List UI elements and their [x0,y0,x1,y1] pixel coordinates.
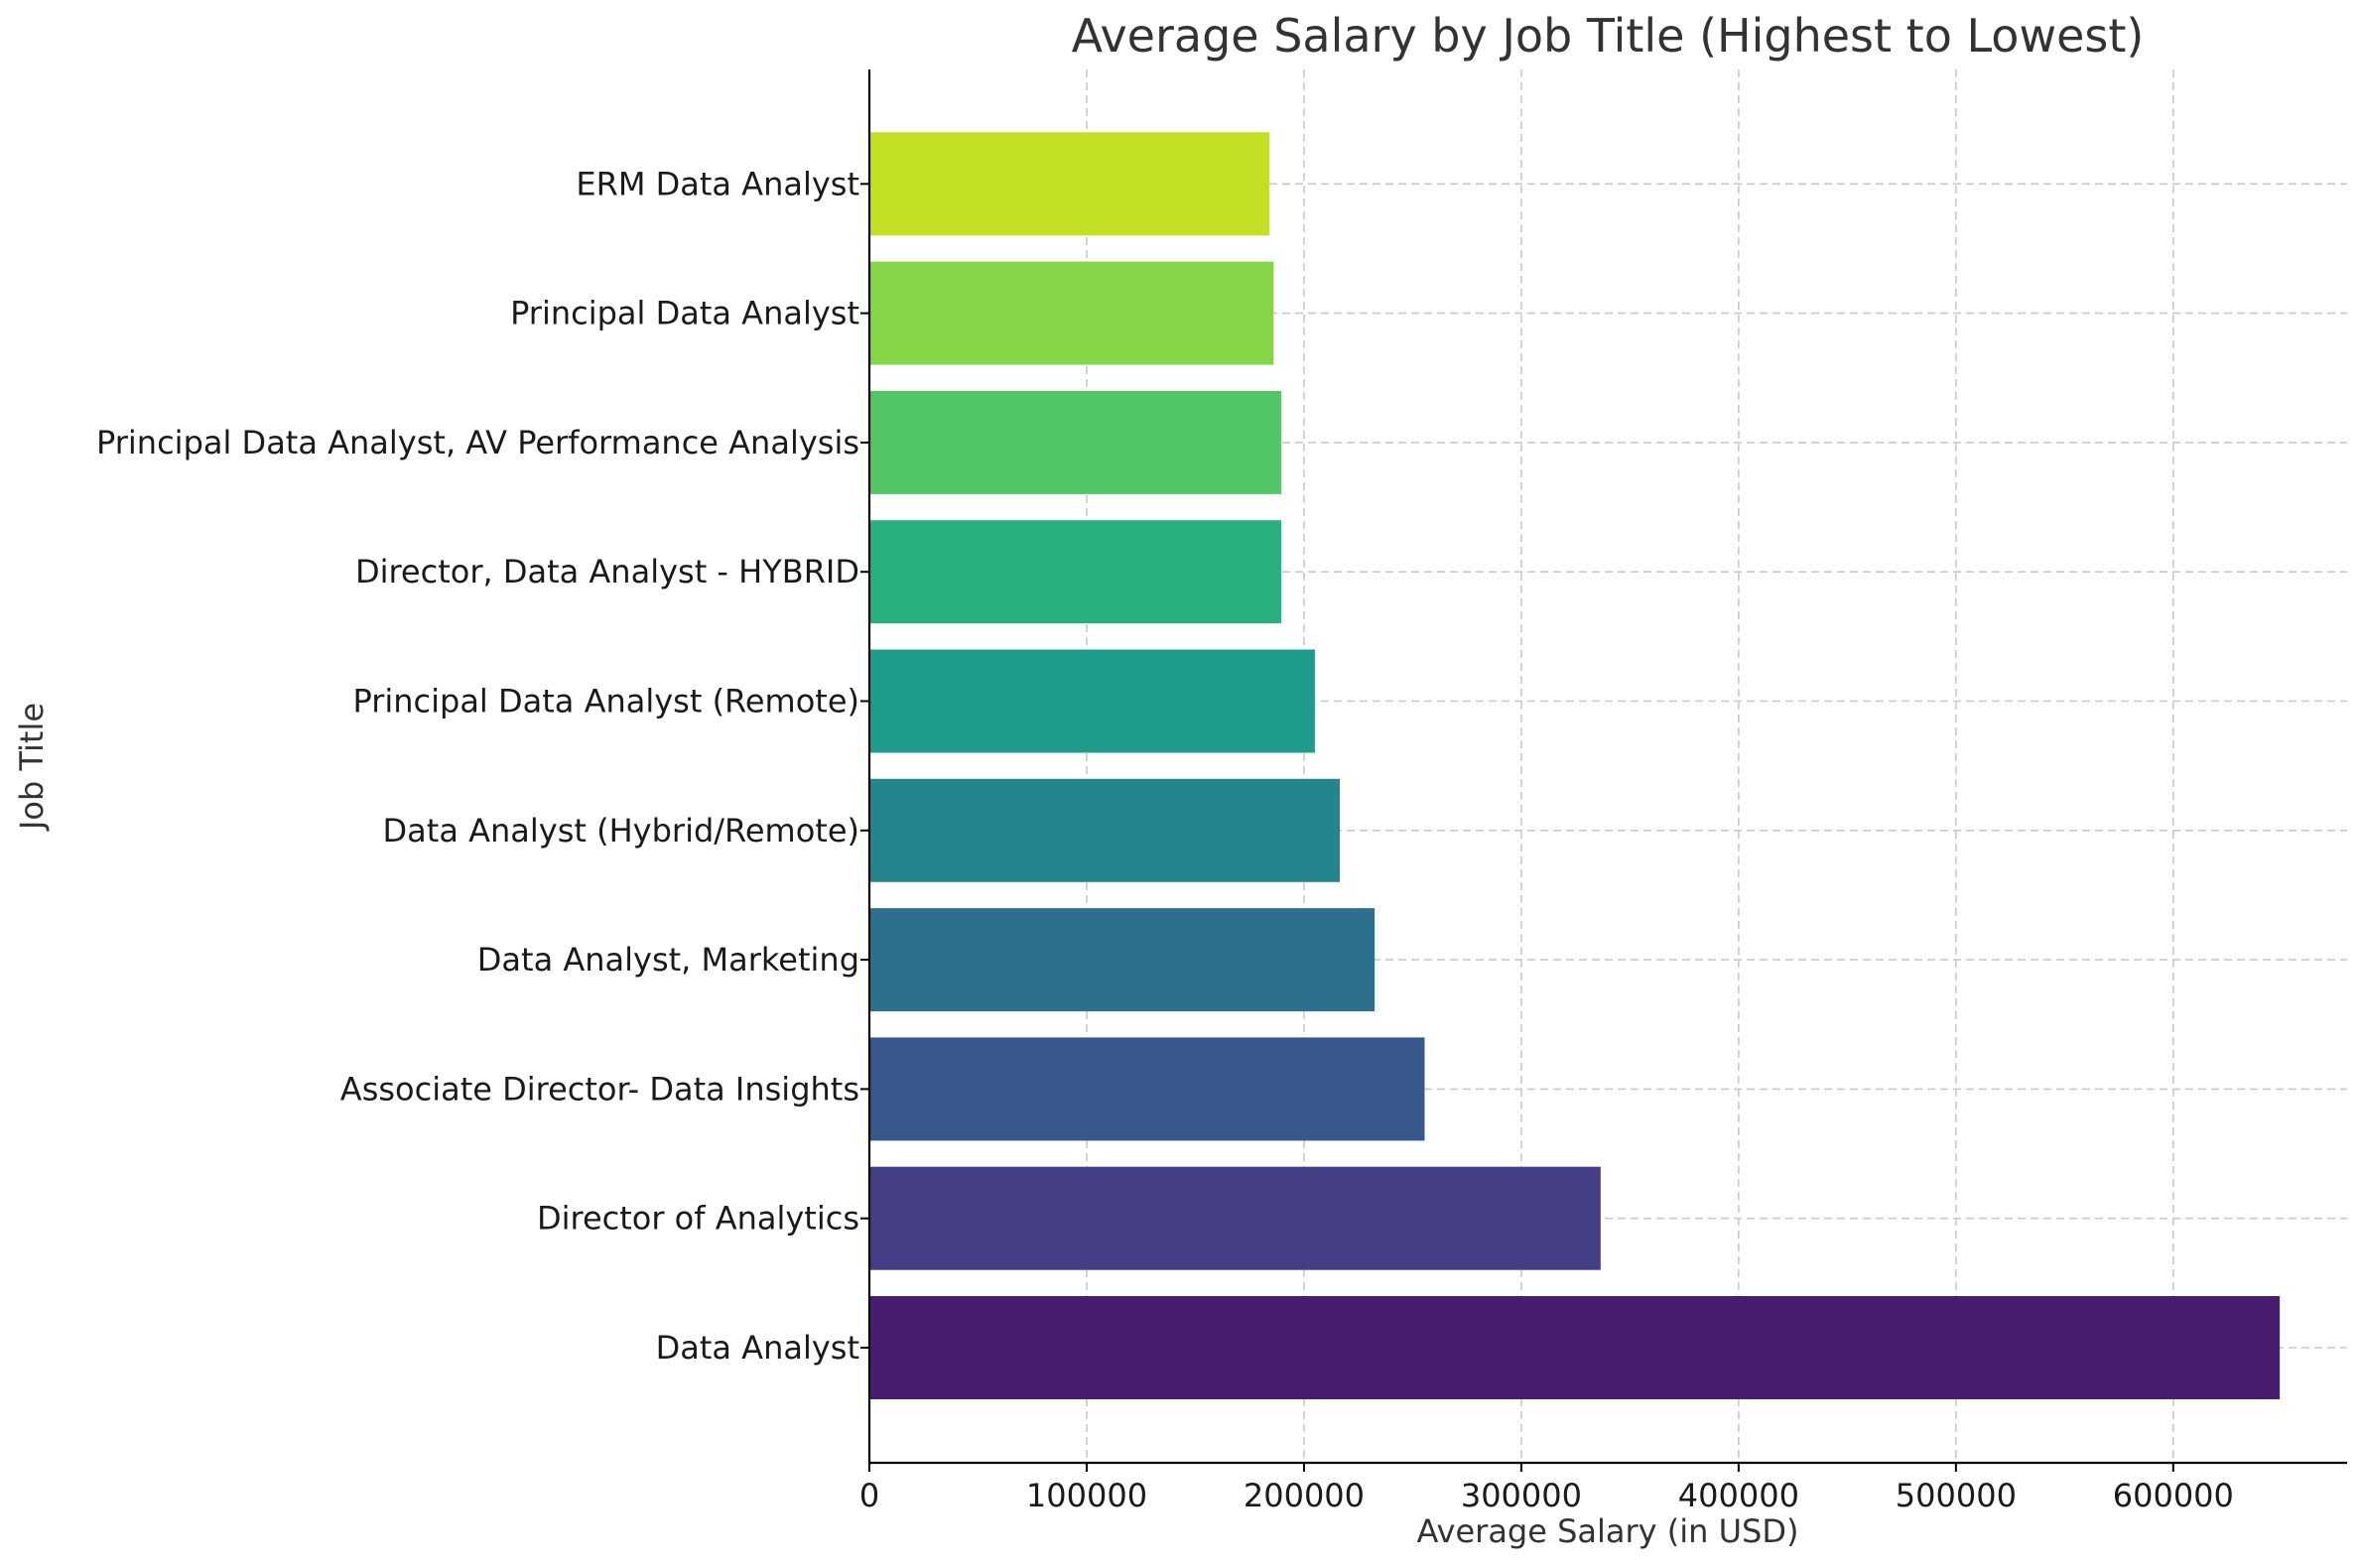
chart-title: Average Salary by Job Title (Highest to … [1072,9,2145,63]
x-tick-label: 200000 [1244,1477,1365,1514]
bar [869,778,1341,882]
x-tick-label: 600000 [2113,1477,2234,1514]
bar [869,1166,1601,1270]
y-tick-label: ERM Data Analyst [576,165,859,202]
x-axis-label: Average Salary (in USD) [1417,1512,1799,1550]
y-tick-label: Director, Data Analyst - HYBRID [355,553,859,590]
bar [869,1037,1425,1141]
y-tick-label: Associate Director- Data Insights [340,1070,859,1108]
bar [869,1296,2281,1399]
bar [869,908,1376,1012]
bar [869,649,1315,753]
bar [869,132,1269,236]
ticks-layer: 0 100000 200000 300000 400000 500000 600000 Dat… [96,165,2234,1514]
bar [869,390,1281,494]
x-tick-label: 100000 [1026,1477,1147,1514]
bar [869,261,1274,365]
y-tick-label: Data Analyst [656,1329,859,1367]
y-tick-label: Data Analyst, Marketing [477,941,859,979]
x-tick-label: 300000 [1461,1477,1582,1514]
bar [869,520,1281,624]
x-tick-label: 0 [859,1477,879,1514]
y-tick-label: Director of Analytics [537,1200,859,1238]
y-axis-label: Job Title [13,703,51,832]
axes-layer [867,69,2347,1465]
bars-layer [869,132,2281,1399]
y-tick-label: Principal Data Analyst, AV Performance A… [96,424,859,461]
y-tick-label: Principal Data Analyst [510,295,859,332]
x-tick-label: 400000 [1678,1477,1799,1514]
y-tick-label: Data Analyst (Hybrid/Remote) [383,812,859,849]
y-tick-label: Principal Data Analyst (Remote) [352,683,859,720]
x-tick-label: 500000 [1896,1477,2017,1514]
